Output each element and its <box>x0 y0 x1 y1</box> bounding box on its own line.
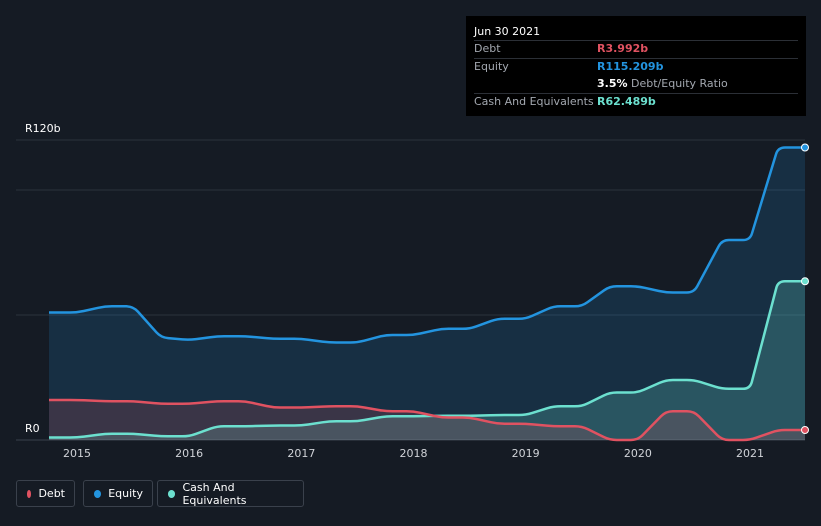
legend-equity[interactable]: Equity <box>83 480 153 507</box>
cash-dot-icon <box>168 489 176 498</box>
x-tick-2020: 2020 <box>624 447 652 460</box>
tooltip-equity-label: Equity <box>474 60 509 73</box>
tooltip-debt-label: Debt <box>474 42 501 55</box>
y-tick-min: R0 <box>25 422 40 435</box>
x-tick-2021: 2021 <box>736 447 764 460</box>
debt-dot-icon <box>27 489 32 498</box>
legend-cash-label: Cash And Equivalents <box>182 480 247 507</box>
tooltip-ratio-row: 3.5% Debt/Equity Ratio <box>474 76 798 93</box>
tooltip: Jun 30 2021 Debt R3.992b Equity R115.209… <box>466 16 806 116</box>
tooltip-equity-row: Equity R115.209b <box>474 58 798 76</box>
series-end-markers <box>801 143 809 434</box>
debt-end-marker <box>801 426 809 434</box>
cash-end-marker <box>801 277 809 286</box>
legend-debt-label: Debt <box>38 487 65 500</box>
tooltip-equity-value: R115.209b <box>597 60 664 73</box>
x-axis-labels: 2015 2016 2017 2018 2019 2020 2021 <box>63 447 764 460</box>
tooltip-debt-value: R3.992b <box>597 42 649 55</box>
x-tick-2018: 2018 <box>400 447 428 460</box>
x-tick-2019: 2019 <box>512 447 540 460</box>
x-tick-2017: 2017 <box>287 447 315 460</box>
tooltip-cash-row: Cash And Equivalents R62.489b <box>474 93 798 111</box>
legend-equity-label: Equity <box>108 487 143 500</box>
y-axis-labels: R120b R0 <box>25 122 61 435</box>
tooltip-ratio-value: 3.5% <box>597 77 628 90</box>
legend-debt[interactable]: Debt <box>16 480 75 507</box>
equity-line <box>49 146 807 344</box>
legend-cash[interactable]: Cash And Equivalents <box>157 480 304 507</box>
equity-end-marker <box>801 143 809 152</box>
tooltip-cash-label: Cash And Equivalents <box>474 95 594 108</box>
tooltip-ratio-label: Debt/Equity Ratio <box>631 77 728 90</box>
gridlines <box>16 139 805 441</box>
x-tick-2015: 2015 <box>63 447 91 460</box>
y-tick-max: R120b <box>25 122 61 135</box>
cash-area <box>48 281 806 440</box>
equity-area <box>48 147 806 440</box>
debt-line <box>49 398 807 442</box>
tooltip-date: Jun 30 2021 <box>474 25 541 38</box>
series-areas <box>48 147 806 440</box>
debt-area <box>48 400 806 440</box>
x-tick-2016: 2016 <box>175 447 203 460</box>
equity-dot-icon <box>94 489 102 498</box>
tooltip-cash-value: R62.489b <box>597 95 656 108</box>
cash-line <box>49 280 807 439</box>
tooltip-debt-row: Debt R3.992b <box>474 40 798 58</box>
series-lines <box>49 146 807 442</box>
